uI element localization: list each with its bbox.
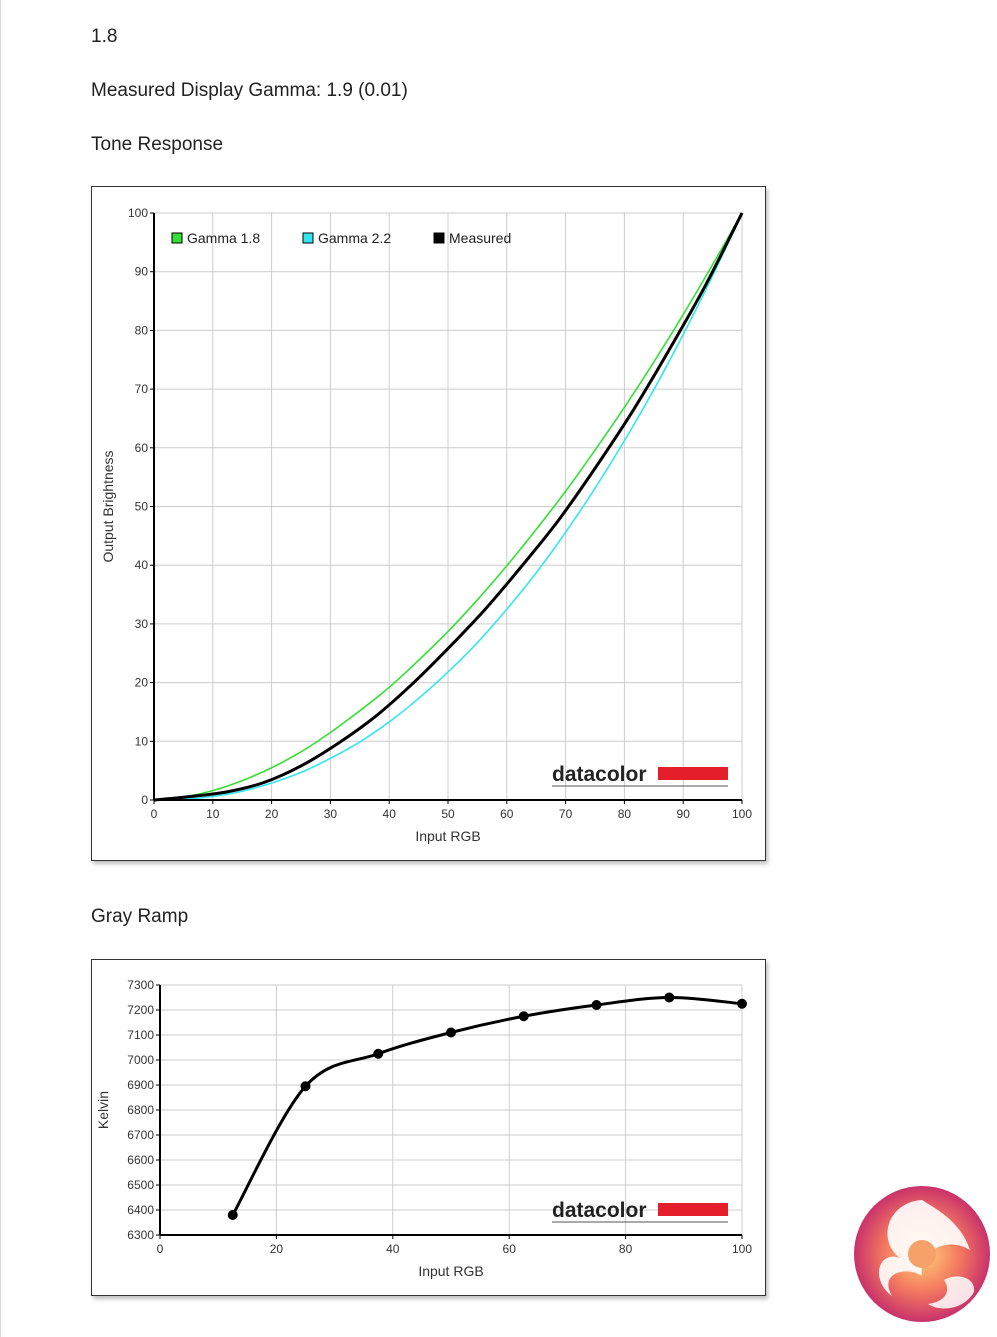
gray-ramp-chart: 0 20 40 60 80 100 6300 6400 6500 6600 6700 6800 6900… bbox=[91, 959, 766, 1296]
x-tick-label: 20 bbox=[265, 807, 279, 821]
datacolor-watermark: datacolor bbox=[552, 763, 728, 787]
y-tick-label: 70 bbox=[135, 382, 149, 396]
y-tick-label: 10 bbox=[135, 734, 149, 748]
y-tick-label: 100 bbox=[128, 206, 148, 220]
x-tick-label: 100 bbox=[732, 1242, 752, 1256]
y-tick-label: 7300 bbox=[127, 978, 154, 992]
datacolor-wordmark: datacolor bbox=[552, 763, 647, 786]
data-point bbox=[518, 1011, 529, 1022]
y-tick-label: 6500 bbox=[127, 1178, 154, 1192]
x-tick-label: 10 bbox=[206, 807, 220, 821]
legend-swatch bbox=[302, 232, 314, 244]
y-tick-label: 30 bbox=[135, 617, 149, 631]
data-point bbox=[737, 998, 747, 1009]
tone-response-chart: 0 10 20 30 40 50 60 70 80 90 100 0 10 20 30 40 50 60 70 80 9… bbox=[91, 186, 766, 861]
y-tick-label: 6900 bbox=[127, 1078, 154, 1092]
kitguru-logo-icon bbox=[848, 1180, 996, 1328]
y-tick-label: 80 bbox=[135, 323, 149, 337]
tone-series-layer bbox=[153, 212, 744, 802]
y-tick-label: 7100 bbox=[127, 1028, 154, 1042]
x-axis-title: Input RGB bbox=[418, 1263, 483, 1279]
y-tick-label: 90 bbox=[135, 265, 149, 279]
y-tick-label: 6400 bbox=[127, 1203, 154, 1217]
y-tick-label: 6800 bbox=[127, 1103, 154, 1117]
tone-grid bbox=[154, 212, 743, 800]
legend-swatch bbox=[171, 232, 183, 244]
measured-gamma-text: Measured Display Gamma: 1.9 (0.01) bbox=[91, 80, 408, 101]
y-tick-label: 7000 bbox=[127, 1053, 154, 1067]
x-tick-label: 0 bbox=[157, 1242, 164, 1256]
tone-response-title: Tone Response bbox=[91, 134, 224, 155]
series-line-gamma-2-2 bbox=[153, 212, 743, 801]
gray-grid bbox=[160, 984, 743, 1235]
x-tick-label: 0 bbox=[151, 807, 158, 821]
gray-ramp-svg: 0 20 40 60 80 100 6300 6400 6500 6600 6700 6800 6900… bbox=[95, 978, 752, 1279]
datacolor-red-bar bbox=[658, 767, 728, 780]
x-tick-label: 30 bbox=[324, 807, 338, 821]
y-tick-label: 50 bbox=[135, 500, 149, 514]
page-left-border bbox=[0, 0, 1, 1337]
tone-legend: Gamma 1.8 Gamma 2.2 Measured bbox=[171, 230, 511, 246]
x-tick-label: 80 bbox=[619, 1242, 633, 1256]
datacolor-watermark: datacolor bbox=[552, 1199, 728, 1223]
series-line-measured bbox=[153, 212, 744, 802]
data-point bbox=[373, 1048, 384, 1059]
legend-swatch bbox=[433, 232, 445, 244]
legend-label: Gamma 1.8 bbox=[187, 230, 260, 246]
y-tick-label: 0 bbox=[141, 793, 148, 807]
legend-label: Measured bbox=[449, 230, 511, 246]
data-point bbox=[591, 1000, 602, 1010]
gray-ramp-title: Gray Ramp bbox=[91, 906, 189, 927]
data-point bbox=[227, 1210, 238, 1220]
y-axis-title: Output Brightness bbox=[100, 450, 116, 562]
x-tick-label: 20 bbox=[270, 1242, 284, 1256]
series-line-gamma-1-8 bbox=[153, 212, 743, 801]
y-tick-label: 20 bbox=[135, 676, 149, 690]
gray-series-layer bbox=[227, 992, 747, 1220]
x-tick-label: 100 bbox=[732, 807, 752, 821]
x-tick-label: 70 bbox=[559, 807, 573, 821]
x-tick-label: 60 bbox=[503, 1242, 517, 1256]
y-tick-label: 6700 bbox=[127, 1128, 154, 1142]
series-line-kelvin bbox=[231, 995, 743, 1216]
legend-label: Gamma 2.2 bbox=[318, 230, 391, 246]
x-tick-label: 40 bbox=[383, 807, 397, 821]
y-tick-label: 60 bbox=[135, 441, 149, 455]
y-tick-label: 7200 bbox=[127, 1003, 154, 1017]
x-axis-title: Input RGB bbox=[415, 828, 480, 844]
datacolor-red-bar bbox=[658, 1203, 728, 1216]
tone-axes: 0 10 20 30 40 50 60 70 80 90 100 0 10 20 30 40 50 60 70 80 9… bbox=[100, 206, 752, 844]
x-tick-label: 40 bbox=[386, 1242, 400, 1256]
data-point bbox=[446, 1027, 456, 1038]
tone-response-svg: 0 10 20 30 40 50 60 70 80 90 100 0 10 20 30 40 50 60 70 80 9… bbox=[100, 206, 752, 844]
datacolor-wordmark: datacolor bbox=[552, 1199, 647, 1222]
x-tick-label: 50 bbox=[441, 807, 455, 821]
data-point bbox=[664, 992, 675, 1003]
x-tick-label: 90 bbox=[677, 807, 691, 821]
y-tick-label: 40 bbox=[135, 558, 149, 572]
data-point bbox=[300, 1081, 311, 1092]
y-tick-label: 6300 bbox=[127, 1228, 154, 1242]
x-tick-label: 60 bbox=[500, 807, 514, 821]
y-tick-label: 6600 bbox=[127, 1153, 154, 1167]
gray-axes: 0 20 40 60 80 100 6300 6400 6500 6600 6700 6800 6900… bbox=[95, 978, 752, 1279]
y-axis-title: Kelvin bbox=[95, 1091, 111, 1129]
x-tick-label: 80 bbox=[618, 807, 632, 821]
gamma-setting-label: 1.8 bbox=[91, 26, 118, 47]
